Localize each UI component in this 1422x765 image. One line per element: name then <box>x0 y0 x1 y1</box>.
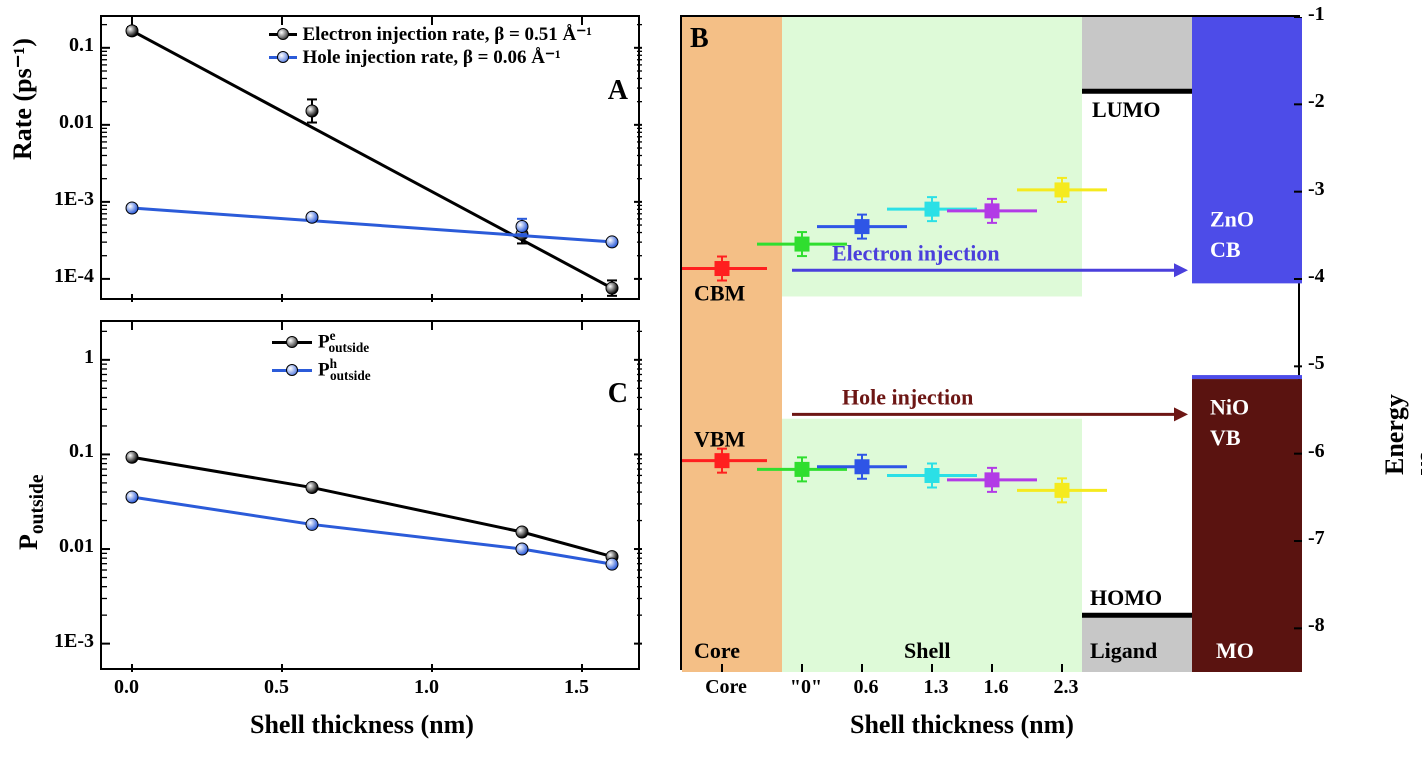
legend-item: Peoutside <box>272 328 371 356</box>
left-xtick-label: 1.5 <box>564 676 589 699</box>
panel-a-ytick-label: 0.01 <box>59 111 94 134</box>
svg-text:HOMO: HOMO <box>1090 585 1162 610</box>
left-xlabel: Shell thickness (nm) <box>250 710 474 740</box>
svg-text:CBM: CBM <box>694 281 746 306</box>
panel-c-svg <box>102 322 642 672</box>
panel-a-letter: A <box>608 75 628 107</box>
svg-text:Hole injection: Hole injection <box>842 384 973 409</box>
panel-b-ytick-label: -3 <box>1308 178 1325 201</box>
panel-b-xtick-label: 1.6 <box>966 676 1026 699</box>
left-xtick-label: 1.0 <box>414 676 439 699</box>
panel-b-ytick-label: -8 <box>1308 614 1325 637</box>
panel-b-ytick-label: -5 <box>1308 352 1325 375</box>
panel-b-ytick-label: -7 <box>1308 527 1325 550</box>
panel-c-ylabel: Poutside <box>14 475 49 551</box>
panel-b-letter: B <box>690 23 709 55</box>
panel-b-ytick-label: -1 <box>1308 3 1325 26</box>
left-column: A Electron injection rate, β = 0.51 Å⁻¹H… <box>0 0 670 765</box>
svg-text:Core: Core <box>694 638 740 663</box>
svg-text:VB: VB <box>1210 425 1241 450</box>
panel-a-ytick-label: 0.1 <box>69 34 94 57</box>
left-xtick-label: 0.0 <box>114 676 139 699</box>
panel-c-ytick-label: 0.01 <box>59 535 94 558</box>
svg-text:Ligand: Ligand <box>1090 638 1157 663</box>
panel-b: CBM VBM LUMO HOMO Electron injection Hole inj… <box>680 15 1300 670</box>
left-xtick-label: 0.5 <box>264 676 289 699</box>
panel-c-ytick-label: 0.1 <box>69 440 94 463</box>
panel-a: A Electron injection rate, β = 0.51 Å⁻¹H… <box>100 15 640 300</box>
svg-text:LUMO: LUMO <box>1092 97 1160 122</box>
panel-b-ytick-label: -2 <box>1308 90 1325 113</box>
panel-b-ytick-label: -4 <box>1308 265 1325 288</box>
panel-b-xtick-label: 0.6 <box>836 676 896 699</box>
panel-b-xtick-label: Core <box>696 676 756 699</box>
panel-b-xtick-label: 1.3 <box>906 676 966 699</box>
legend-item: Electron injection rate, β = 0.51 Å⁻¹ <box>269 23 593 46</box>
svg-text:MO: MO <box>1216 638 1254 663</box>
panel-c: C PeoutsidePhoutside <box>100 320 640 670</box>
panel-a-ylabel: Rate (ps⁻¹) <box>8 38 38 160</box>
svg-text:NiO: NiO <box>1210 394 1249 419</box>
panel-b-xlabel: Shell thickness (nm) <box>850 710 1074 740</box>
svg-text:CB: CB <box>1210 237 1241 262</box>
svg-text:Electron injection: Electron injection <box>832 240 1000 265</box>
panel-c-legend: PeoutsidePhoutside <box>272 328 371 384</box>
panel-c-ytick-label: 1E-3 <box>54 630 94 653</box>
panel-a-ytick-label: 1E-3 <box>54 188 94 211</box>
panel-b-ylabel: Energy vs Vaccum (eV) <box>1380 386 1422 475</box>
legend-item: Hole injection rate, β = 0.06 Å⁻¹ <box>269 46 593 69</box>
panel-b-ytick-label: -6 <box>1308 440 1325 463</box>
panel-c-letter: C <box>608 378 628 410</box>
right-column: CBM VBM LUMO HOMO Electron injection Hole inj… <box>670 0 1422 765</box>
svg-text:VBM: VBM <box>694 427 746 452</box>
svg-text:Shell: Shell <box>904 638 950 663</box>
panel-a-ytick-label: 1E-4 <box>54 265 94 288</box>
panel-c-ytick-label: 1 <box>84 346 94 369</box>
svg-text:ZnO: ZnO <box>1210 207 1254 232</box>
panel-b-xtick-label: 2.3 <box>1036 676 1096 699</box>
panel-a-legend: Electron injection rate, β = 0.51 Å⁻¹Hol… <box>269 23 593 69</box>
panel-b-xtick-label: "0" <box>776 676 836 699</box>
figure-root: A Electron injection rate, β = 0.51 Å⁻¹H… <box>0 0 1422 765</box>
legend-item: Phoutside <box>272 356 371 384</box>
panel-b-svg: CBM VBM LUMO HOMO Electron injection Hole inj… <box>682 17 1302 672</box>
